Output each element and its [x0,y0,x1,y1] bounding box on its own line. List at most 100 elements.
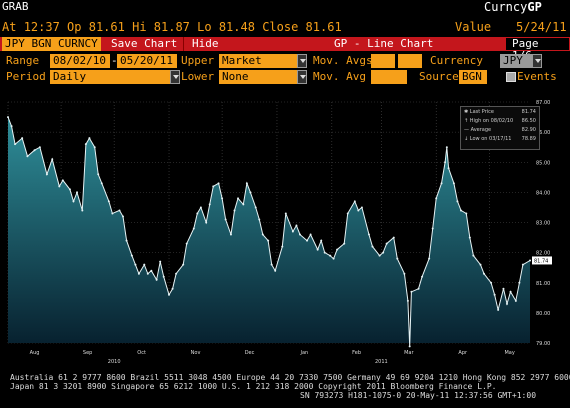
mov-avg-field[interactable] [371,70,407,84]
data-point [385,242,388,245]
data-point [493,293,496,296]
at-value: 12:37 [23,20,60,34]
data-point [88,137,91,140]
data-point [168,293,171,296]
events-checkbox[interactable] [506,72,516,82]
data-point [329,254,332,257]
at-label: At [2,20,17,34]
data-point [21,137,24,140]
range-end-field[interactable]: 05/20/11 [117,54,177,68]
data-point [192,227,195,230]
x-tick-label: Aug [30,350,40,356]
y-tick-label: 87.00 [536,100,550,106]
period-select[interactable]: Daily [50,70,170,84]
x-tick-label: Sep [83,350,92,356]
op-value: 81.61 [88,20,125,34]
data-point [306,239,309,242]
data-point [378,254,381,257]
data-point [336,248,339,251]
upper-dropdown-arrow-icon[interactable] [297,54,307,68]
y-tick-label: 84.00 [536,190,550,196]
data-point [431,227,434,230]
data-point [291,230,294,233]
source-field[interactable]: BGN [459,70,487,84]
data-point [100,182,103,185]
data-point [410,290,413,293]
data-point [353,200,356,203]
data-point [7,116,9,119]
data-point [346,212,349,215]
x-tick-label: Dec [245,350,255,356]
data-point [254,206,257,209]
data-point [182,263,185,266]
value-label: Value [455,20,492,34]
footer-contacts-1: Australia 61 2 9777 8600 Brazil 5511 304… [10,373,570,382]
data-point [468,236,471,239]
upper-select[interactable]: Market Price [219,54,297,68]
data-point [360,206,363,209]
brand-prefix: Curncy [484,0,528,14]
data-point [295,224,298,227]
data-point [479,263,482,266]
data-point [445,146,448,149]
data-point [509,290,512,293]
x-tick-label: Feb [352,350,361,356]
data-point [249,191,252,194]
data-point [281,245,284,248]
last-value-tag [532,256,552,265]
currency-dropdown-arrow-icon[interactable] [532,54,542,68]
data-point [221,197,224,200]
range-start-field[interactable]: 08/02/10 [50,54,110,68]
year-label: 2011 [375,359,388,365]
ticker-field[interactable]: JPY BGN CURNCY [2,37,101,51]
data-point [38,146,41,149]
mov-avg-1-field[interactable] [371,54,395,68]
y-tick-label: 79.00 [536,341,550,347]
data-point [518,281,521,284]
y-tick-label: 86.00 [536,130,550,136]
data-point [245,182,248,185]
y-tick-label: 85.00 [536,160,550,166]
data-point [237,197,240,200]
data-point [459,209,462,212]
data-point [97,173,100,176]
data-point [406,299,409,302]
data-point [396,257,399,260]
lower-dropdown-arrow-icon[interactable] [297,70,307,84]
data-point [143,263,146,266]
price-line [7,116,531,347]
currency-label: Currency [430,54,483,67]
data-point [403,272,406,275]
lower-label: Lower [181,70,215,83]
legend-high-value: 86.50 [521,118,536,124]
period-dropdown-arrow-icon[interactable] [170,70,180,84]
save-chart-button[interactable]: Save Chart [105,37,185,51]
data-point [93,146,96,149]
mov-avg-2-field[interactable] [398,54,422,68]
chart-title: GP - Line Chart [334,37,434,50]
range-separator: - [111,54,118,67]
data-point [482,272,485,275]
hi-value: 81.87 [153,20,190,34]
currency-select[interactable]: JPY [500,54,532,68]
hide-button[interactable]: Hide [192,37,219,50]
page-indicator[interactable]: Page 1/6 [505,37,570,62]
data-point [440,182,443,185]
x-tick-label: Apr [458,350,468,356]
range-label: Range [6,54,40,67]
data-point [298,233,301,236]
brand-suffix: GP [527,0,542,14]
data-point [502,287,505,290]
lower-select[interactable]: None [219,70,297,84]
y-tick-label: 80.00 [536,311,550,317]
y-tick-label: 81.00 [536,281,550,287]
data-point [130,254,133,257]
data-point [267,239,270,242]
data-point [514,299,517,302]
legend-low-label: ↓ Low on 03/17/11 [464,136,512,142]
data-point [367,233,370,236]
data-point [521,263,524,266]
data-point [33,149,36,152]
data-point [323,251,326,254]
chart-legend: ✱ Last Price 81.74 ↑ High on 08/02/10 86… [460,106,540,150]
